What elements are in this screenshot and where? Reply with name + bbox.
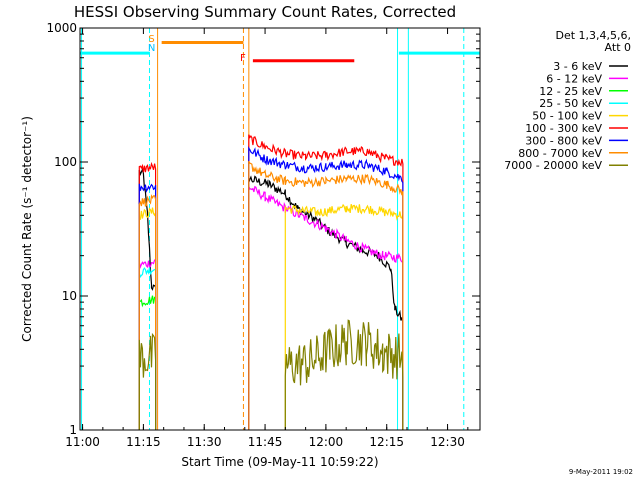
legend-label-5: 100 - 300 keV — [525, 122, 602, 135]
x-tick-label-2: 11:30 — [187, 435, 222, 449]
series-line-8-segment-2 — [284, 319, 404, 430]
y-tick-label-3: 1000 — [46, 21, 77, 35]
y-axis-ticks: 1 10 100 1000 — [46, 21, 480, 437]
x-tick-label-5: 12:15 — [369, 435, 404, 449]
legend-label-3: 25 - 50 keV — [539, 97, 602, 110]
x-axis-ticks: 11:00 11:15 11:30 11:45 12:00 12:15 12:30 — [65, 28, 469, 449]
y-tick-label-1: 10 — [62, 289, 77, 303]
x-tick-label-4: 12:00 — [309, 435, 344, 449]
annotation-n: N — [148, 43, 155, 54]
series-line-7-segment-0 — [138, 194, 157, 430]
x-tick-label-0: 11:00 — [65, 435, 100, 449]
plot-area: SN F — [80, 28, 480, 430]
series-line-3-segment-0 — [138, 267, 157, 430]
legend-header-line-2: Att 0 — [605, 41, 631, 54]
y-tick-label-0: 1 — [69, 423, 77, 437]
series-line-7-segment-1 — [248, 160, 404, 430]
plot-frame — [79, 27, 481, 431]
x-tick-label-6: 12:30 — [430, 435, 465, 449]
series-line-4-segment-0 — [138, 207, 157, 430]
series-line-5-segment-1 — [248, 134, 404, 430]
series-line-5-segment-0 — [138, 161, 157, 430]
legend-label-6: 300 - 800 keV — [525, 134, 602, 147]
x-axis-label: Start Time (09-May-11 10:59:22) — [181, 455, 378, 469]
legend-label-4: 50 - 100 keV — [532, 110, 602, 123]
legend-label-2: 12 - 25 keV — [539, 85, 602, 98]
series-line-8-segment-0 — [138, 332, 157, 430]
series-line-0-segment-0 — [138, 167, 157, 430]
series-line-4-segment-2 — [284, 203, 404, 430]
x-tick-label-1: 11:15 — [126, 435, 161, 449]
legend-label-8: 7000 - 20000 keV — [504, 159, 602, 172]
chart-title: HESSI Observing Summary Count Rates, Cor… — [74, 3, 456, 21]
series-line-1-segment-0 — [138, 259, 157, 430]
legend-label-7: 800 - 7000 keV — [518, 147, 602, 160]
series-line-6-segment-1 — [248, 146, 404, 430]
annotation-f: F — [240, 53, 246, 64]
y-axis-label: Corrected Count Rate (s⁻¹ detector⁻¹) — [20, 116, 34, 342]
series-line-6-segment-0 — [138, 183, 157, 430]
legend-header-line-1: Det 1,3,4,5,6, — [555, 29, 631, 42]
series-line-2-segment-0 — [138, 295, 157, 430]
x-tick-label-3: 11:45 — [248, 435, 283, 449]
footer-timestamp: 9-May-2011 19:02 — [569, 468, 633, 476]
series-line-1-segment-1 — [248, 185, 404, 430]
y-tick-label-2: 100 — [54, 155, 77, 169]
annotation-s: S — [148, 34, 154, 45]
legend-label-1: 6 - 12 keV — [546, 72, 602, 85]
legend-label-0: 3 - 6 keV — [553, 60, 602, 73]
axes: 11:00 11:15 11:30 11:45 12:00 12:15 12:30 1101… — [46, 21, 481, 449]
